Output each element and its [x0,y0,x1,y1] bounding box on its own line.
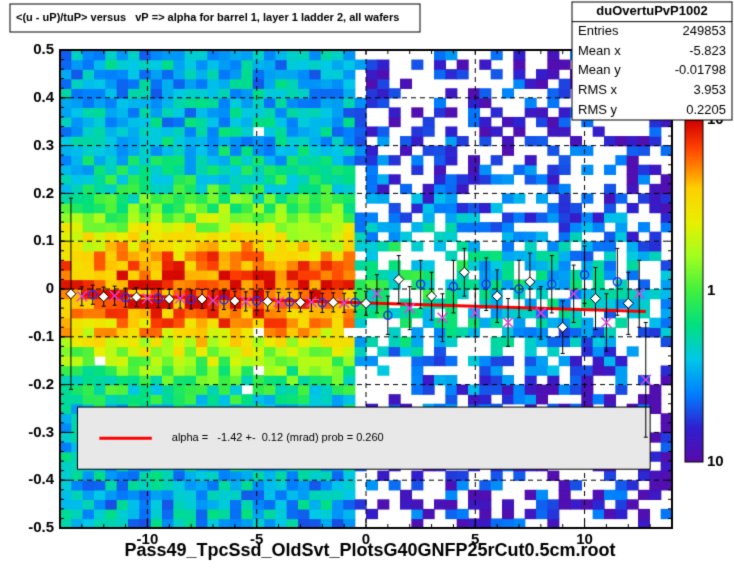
physics-plot-canvas [0,0,734,569]
